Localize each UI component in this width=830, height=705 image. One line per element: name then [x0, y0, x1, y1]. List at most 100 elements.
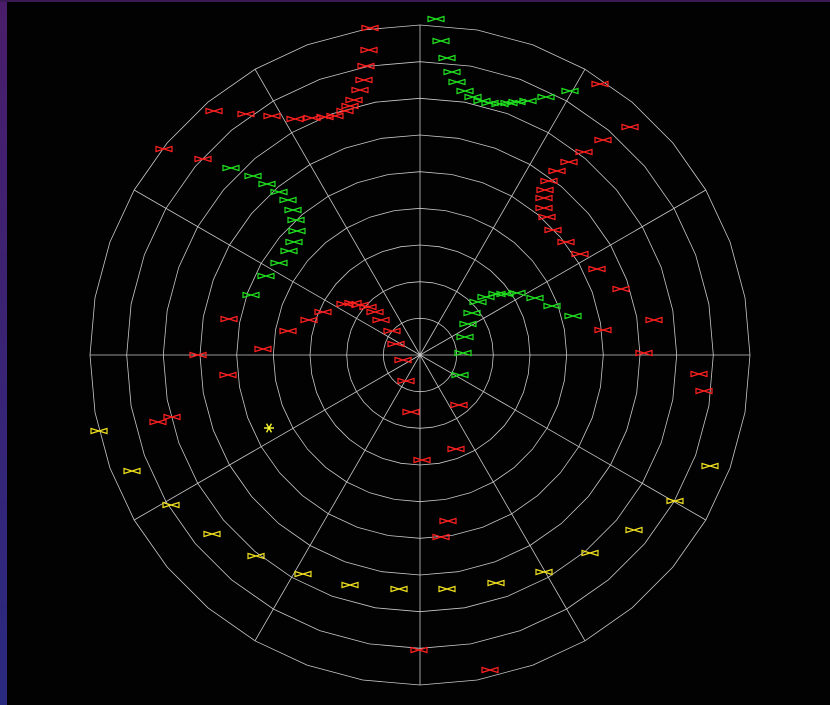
- track-marker[interactable]: [540, 177, 558, 185]
- track-marker[interactable]: [294, 570, 312, 578]
- track-marker[interactable]: [355, 76, 373, 84]
- track-marker[interactable]: [341, 581, 359, 589]
- track-marker[interactable]: [469, 298, 487, 306]
- track-marker[interactable]: [279, 196, 297, 204]
- track-marker[interactable]: [413, 456, 431, 464]
- track-marker[interactable]: [439, 517, 457, 525]
- track-marker[interactable]: [535, 194, 553, 202]
- track-marker[interactable]: [612, 285, 630, 293]
- track-marker[interactable]: [481, 666, 499, 674]
- track-marker[interactable]: [284, 206, 302, 214]
- track-marker[interactable]: [508, 289, 526, 297]
- track-marker[interactable]: [535, 568, 553, 576]
- track-marker[interactable]: [544, 226, 562, 234]
- track-marker[interactable]: [588, 265, 606, 273]
- track-marker[interactable]: [581, 549, 599, 557]
- track-marker[interactable]: [560, 158, 578, 166]
- track-marker[interactable]: [163, 413, 181, 421]
- track-marker[interactable]: [280, 247, 298, 255]
- track-marker[interactable]: [427, 15, 445, 23]
- track-marker[interactable]: [571, 250, 589, 258]
- track-marker[interactable]: [487, 579, 505, 587]
- track-marker[interactable]: [155, 145, 173, 153]
- track-marker[interactable]: [300, 316, 318, 324]
- track-marker[interactable]: [257, 272, 275, 280]
- track-marker[interactable]: [443, 68, 461, 76]
- track-marker[interactable]: [402, 408, 420, 416]
- track-marker[interactable]: [621, 123, 639, 131]
- track-marker[interactable]: [341, 102, 359, 110]
- track-marker[interactable]: [219, 371, 237, 379]
- track-marker[interactable]: [690, 370, 708, 378]
- track-marker[interactable]: [450, 401, 468, 409]
- track-marker[interactable]: [237, 110, 255, 118]
- track-marker[interactable]: [270, 188, 288, 196]
- track-marker[interactable]: [594, 136, 612, 144]
- track-marker[interactable]: [316, 113, 334, 121]
- track-marker[interactable]: [90, 427, 108, 435]
- track-marker[interactable]: [557, 238, 575, 246]
- track-marker[interactable]: [351, 86, 369, 94]
- track-marker[interactable]: [359, 303, 377, 311]
- track-marker[interactable]: [279, 327, 297, 335]
- track-marker[interactable]: [536, 186, 554, 194]
- track-marker[interactable]: [390, 585, 408, 593]
- track-marker[interactable]: [477, 293, 495, 301]
- track-marker[interactable]: [519, 97, 537, 105]
- track-marker[interactable]: [701, 462, 719, 470]
- track-marker[interactable]: [432, 37, 450, 45]
- track-marker[interactable]: [575, 148, 593, 156]
- track-marker[interactable]: [410, 646, 428, 654]
- track-marker[interactable]: [357, 62, 375, 70]
- track-marker[interactable]: [288, 227, 306, 235]
- track-marker[interactable]: [303, 114, 321, 122]
- track-marker[interactable]: [244, 172, 262, 180]
- track-marker[interactable]: [285, 238, 303, 246]
- track-marker[interactable]: [481, 99, 499, 107]
- track-marker[interactable]: [123, 467, 141, 475]
- track-marker[interactable]: [372, 316, 390, 324]
- track-marker[interactable]: [456, 87, 474, 95]
- track-marker[interactable]: [447, 445, 465, 453]
- track-marker[interactable]: [591, 80, 609, 88]
- track-marker[interactable]: [438, 585, 456, 593]
- track-marker[interactable]: [463, 309, 481, 317]
- track-marker[interactable]: [254, 345, 272, 353]
- track-marker[interactable]: [456, 333, 474, 341]
- track-marker[interactable]: [397, 377, 415, 385]
- track-marker[interactable]: [203, 530, 221, 538]
- track-marker[interactable]: [695, 387, 713, 395]
- track-marker[interactable]: [459, 320, 477, 328]
- track-marker[interactable]: [448, 78, 466, 86]
- track-marker[interactable]: [366, 308, 384, 316]
- track-marker[interactable]: [189, 351, 207, 359]
- track-marker[interactable]: [220, 315, 238, 323]
- track-marker[interactable]: [454, 349, 472, 357]
- track-marker[interactable]: [451, 371, 469, 379]
- track-marker[interactable]: [394, 356, 412, 364]
- track-marker[interactable]: [438, 54, 456, 62]
- track-marker[interactable]: [286, 115, 304, 123]
- track-marker[interactable]: [635, 349, 653, 357]
- track-marker[interactable]: [242, 291, 260, 299]
- track-marker[interactable]: [287, 216, 305, 224]
- track-marker[interactable]: [205, 107, 223, 115]
- track-marker[interactable]: [537, 93, 555, 101]
- track-marker[interactable]: [564, 312, 582, 320]
- track-marker[interactable]: [162, 501, 180, 509]
- track-marker[interactable]: [645, 316, 663, 324]
- track-marker[interactable]: [488, 290, 506, 298]
- track-marker[interactable]: [561, 87, 579, 95]
- track-marker[interactable]: [336, 107, 354, 115]
- track-marker[interactable]: [543, 302, 561, 310]
- track-marker[interactable]: [383, 327, 401, 335]
- track-marker[interactable]: [194, 155, 212, 163]
- track-marker[interactable]: [258, 180, 276, 188]
- track-marker[interactable]: [594, 326, 612, 334]
- track-marker[interactable]: [625, 526, 643, 534]
- track-marker[interactable]: [387, 340, 405, 348]
- track-marker[interactable]: [464, 93, 482, 101]
- track-marker[interactable]: [360, 46, 378, 54]
- contact-asterisk-icon[interactable]: [264, 423, 274, 433]
